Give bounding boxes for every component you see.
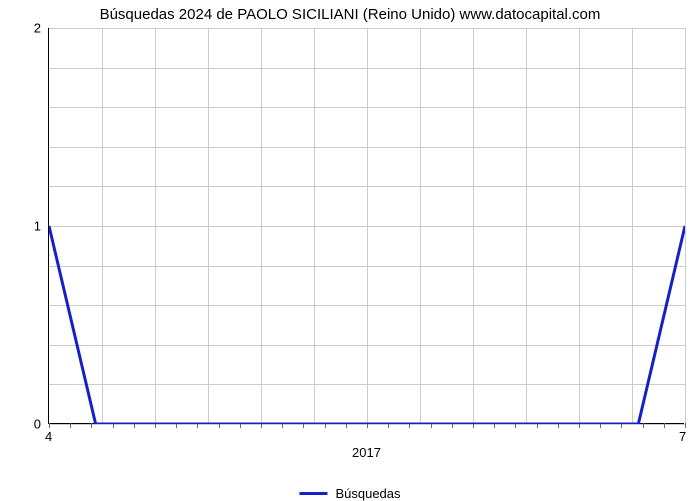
chart-container: Búsquedas 2024 de PAOLO SICILIANI (Reino… (0, 0, 700, 500)
y-tick-label: 2 (34, 21, 49, 36)
plot-area: 012472017 (48, 28, 684, 424)
y-tick-label: 1 (34, 219, 49, 234)
series-line (49, 226, 685, 424)
x-center-label: 2017 (352, 423, 381, 460)
grid-vline (685, 28, 686, 424)
series-layer (49, 28, 685, 424)
legend: Búsquedas (299, 486, 400, 501)
legend-label: Búsquedas (335, 486, 400, 501)
x-minor-tick (685, 423, 686, 428)
legend-swatch (299, 492, 327, 495)
chart-title: Búsquedas 2024 de PAOLO SICILIANI (Reino… (0, 6, 700, 23)
